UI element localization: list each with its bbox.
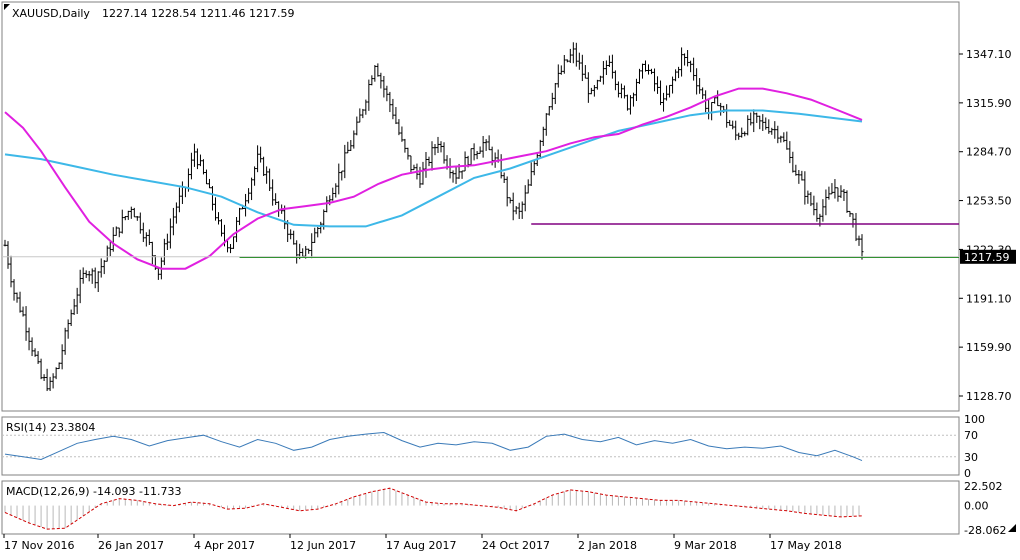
- x-tick-label: 12 Jun 2017: [290, 539, 356, 552]
- x-tick-label: 24 Oct 2017: [482, 539, 550, 552]
- chart-title: XAUUSD,Daily: [12, 7, 90, 20]
- rsi-layer: [2, 431, 959, 462]
- rsi-tick-label: 0: [964, 467, 971, 480]
- moving-average-line: [4, 87, 863, 270]
- macd-signal-line: [4, 487, 863, 530]
- rsi-tick-label: 30: [964, 451, 978, 464]
- y-tick-label: 1128.70: [966, 390, 1012, 403]
- moving-average-line: [4, 109, 863, 228]
- moving-average-layer: [4, 87, 863, 270]
- rsi-line: [4, 431, 863, 462]
- axes-layer: [3, 53, 963, 538]
- y-tick-label: 1159.90: [966, 341, 1012, 354]
- rsi-panel: [1, 416, 960, 476]
- x-tick-label: 17 Nov 2016: [4, 539, 74, 552]
- macd-panel: [1, 480, 960, 535]
- rsi-tick-label: 70: [964, 429, 978, 442]
- last-price-label: 1217.59: [964, 251, 1010, 264]
- macd-tick-label: -28.062: [964, 524, 1006, 537]
- y-tick-label: 1191.10: [966, 292, 1012, 305]
- x-tick-label: 17 May 2018: [770, 539, 842, 552]
- x-tick-label: 4 Apr 2017: [194, 539, 255, 552]
- resize-grip-icon: [1008, 524, 1016, 532]
- x-tick-label: 26 Jan 2017: [98, 539, 164, 552]
- y-tick-label: 1284.70: [966, 146, 1012, 159]
- main-panel: [1, 1, 960, 412]
- last-price-tag: [960, 249, 1016, 264]
- corner-arrow-icon: [4, 4, 10, 10]
- y-tick-label: 1253.50: [966, 195, 1012, 208]
- y-tick-label: 1315.90: [966, 97, 1012, 110]
- x-tick-label: 2 Jan 2018: [578, 539, 637, 552]
- macd-label: MACD(12,26,9) -14.093 -11.733: [6, 485, 181, 498]
- x-tick-label: 9 Mar 2018: [674, 539, 737, 552]
- x-tick-label: 17 Aug 2017: [386, 539, 456, 552]
- level-lines-layer: [2, 223, 959, 259]
- macd-tick-label: 22.502: [964, 480, 1003, 493]
- macd-layer: [4, 487, 863, 530]
- rsi-label: RSI(14) 23.3804: [6, 421, 95, 434]
- macd-tick-label: 0.00: [964, 500, 989, 513]
- y-tick-label: 1347.10: [966, 48, 1012, 61]
- ohlc-label: 1227.14 1228.54 1211.46 1217.59: [102, 7, 294, 20]
- rsi-tick-label: 100: [964, 413, 985, 426]
